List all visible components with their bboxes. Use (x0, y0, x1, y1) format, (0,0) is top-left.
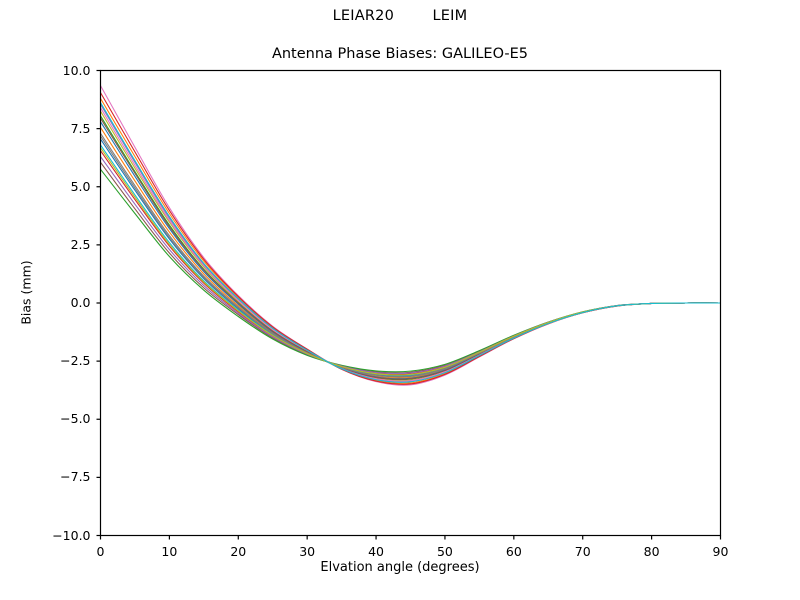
x-tick-label: 40 (368, 543, 384, 559)
series-line (99, 85, 722, 386)
series-line (99, 97, 722, 384)
y-tick-label: 5.0 (70, 178, 91, 194)
y-tick-label: −10.0 (52, 527, 91, 543)
x-tick-label: 80 (643, 543, 660, 559)
x-tick-label: 50 (436, 543, 453, 559)
x-tick-label: 70 (574, 543, 591, 559)
x-axis-label: Elvation angle (degrees) (320, 560, 480, 575)
x-tick-label: 30 (299, 543, 316, 559)
y-tick-label: 7.5 (70, 120, 91, 136)
x-tick-label: 90 (712, 543, 729, 559)
series-line (99, 102, 722, 383)
y-tick-label: 2.5 (70, 236, 91, 252)
x-tick-label: 60 (505, 543, 522, 559)
x-tick-label: 20 (230, 543, 247, 559)
axis-ticks (96, 69, 722, 540)
curves-group (99, 85, 722, 386)
y-tick-label: 0.0 (70, 295, 91, 310)
chart-title: Antenna Phase Biases: GALILEO-E5 (271, 46, 529, 62)
figure-suptitle: LEIAR20 LEIM (332, 8, 468, 24)
y-axis-label: Bias (mm) (18, 260, 34, 325)
series-line (99, 147, 722, 376)
axes-frame (99, 69, 722, 537)
y-tick-label: −2.5 (60, 353, 91, 369)
series-line (99, 92, 722, 385)
x-tick-label: 0 (96, 543, 105, 559)
y-tick-label: −7.5 (60, 469, 91, 485)
series-line (99, 103, 722, 383)
y-tick-label: 10.0 (62, 62, 91, 78)
y-tick-label: −5.0 (60, 411, 91, 427)
x-tick-label: 10 (161, 543, 178, 559)
